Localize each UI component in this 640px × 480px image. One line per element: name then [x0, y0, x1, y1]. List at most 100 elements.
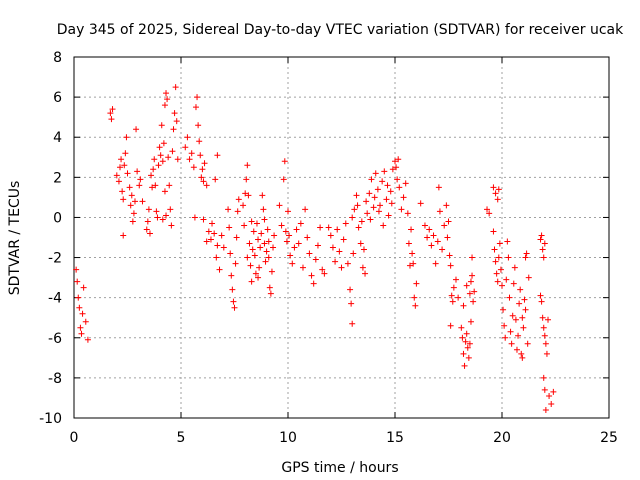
- y-tick-label: -10: [39, 411, 62, 427]
- data-point: [494, 196, 501, 203]
- data-point: [82, 318, 89, 325]
- data-point: [497, 266, 504, 273]
- data-point: [171, 110, 178, 117]
- data-point: [372, 170, 379, 177]
- data-point: [213, 254, 220, 261]
- data-point: [336, 248, 343, 255]
- data-point: [430, 232, 437, 239]
- data-point: [513, 346, 520, 353]
- data-point: [525, 274, 532, 281]
- data-point: [200, 216, 207, 223]
- data-point: [450, 284, 457, 291]
- data-point: [342, 220, 349, 227]
- data-point: [108, 116, 115, 123]
- data-point: [75, 294, 82, 301]
- data-point: [76, 304, 83, 311]
- data-point: [364, 210, 371, 217]
- data-point: [297, 220, 304, 227]
- data-point: [168, 222, 175, 229]
- data-point: [127, 202, 134, 209]
- data-point: [344, 260, 351, 267]
- data-point: [496, 240, 503, 247]
- data-point: [216, 266, 223, 273]
- y-tick-label: 6: [53, 90, 62, 106]
- data-point: [506, 294, 513, 301]
- data-point: [441, 222, 448, 229]
- data-point: [152, 182, 159, 189]
- data-point: [550, 388, 557, 395]
- data-point: [128, 192, 135, 199]
- data-point: [80, 284, 87, 291]
- data-point: [358, 218, 365, 225]
- data-point: [245, 192, 252, 199]
- data-point: [492, 258, 499, 265]
- data-point: [285, 208, 291, 215]
- data-point: [523, 250, 530, 257]
- data-point: [518, 350, 525, 357]
- data-point: [458, 324, 465, 331]
- data-point: [244, 254, 251, 261]
- data-point: [214, 152, 221, 159]
- data-point: [467, 278, 474, 285]
- data-point: [263, 248, 270, 255]
- data-point: [225, 206, 232, 213]
- data-point: [507, 328, 514, 335]
- data-point: [374, 186, 381, 193]
- data-point: [443, 202, 450, 209]
- data-point: [417, 200, 424, 207]
- data-point: [436, 208, 443, 215]
- data-point: [515, 332, 522, 339]
- data-points: [73, 84, 557, 413]
- data-point: [393, 164, 400, 171]
- data-point: [510, 280, 517, 287]
- data-point: [120, 196, 127, 203]
- data-point: [255, 236, 262, 243]
- data-point: [306, 250, 313, 257]
- data-point: [267, 290, 274, 297]
- data-point: [212, 176, 219, 183]
- data-point: [226, 224, 233, 231]
- data-point: [293, 226, 300, 233]
- data-point: [159, 158, 166, 165]
- data-point: [231, 304, 238, 311]
- data-point: [432, 260, 439, 267]
- data-point: [173, 118, 180, 125]
- x-tick-label: 25: [600, 430, 618, 446]
- data-point: [188, 150, 195, 157]
- data-point: [366, 190, 373, 197]
- data-point: [445, 218, 452, 225]
- data-point: [389, 166, 396, 173]
- data-point: [405, 240, 412, 247]
- axis-ticks: 0 5 10 15 20 25 -10 -8 -6 -4 -2 0 2 4 6 8: [39, 50, 618, 446]
- data-point: [509, 312, 516, 319]
- data-point: [253, 220, 260, 227]
- data-point: [197, 152, 204, 159]
- data-point: [126, 184, 133, 191]
- data-point: [283, 238, 290, 245]
- data-point: [270, 244, 277, 251]
- data-point: [500, 306, 507, 313]
- data-point: [446, 252, 453, 259]
- data-point: [548, 400, 555, 407]
- data-point: [286, 232, 293, 239]
- data-point: [363, 198, 370, 205]
- data-point: [198, 174, 205, 181]
- chart-title: Day 345 of 2025, Sidereal Day-to-day VTE…: [57, 22, 624, 38]
- data-point: [137, 176, 144, 183]
- data-point: [107, 110, 114, 117]
- data-point: [402, 180, 409, 187]
- data-point: [164, 96, 171, 103]
- data-point: [435, 184, 442, 191]
- data-point: [184, 134, 191, 141]
- data-point: [240, 202, 247, 209]
- data-point: [207, 236, 214, 243]
- data-point: [232, 260, 239, 267]
- data-point: [278, 222, 285, 229]
- x-tick-label: 20: [493, 430, 511, 446]
- data-point: [392, 158, 398, 165]
- data-point: [349, 214, 356, 221]
- data-point: [159, 216, 166, 223]
- data-point: [246, 240, 253, 247]
- data-point: [355, 224, 362, 231]
